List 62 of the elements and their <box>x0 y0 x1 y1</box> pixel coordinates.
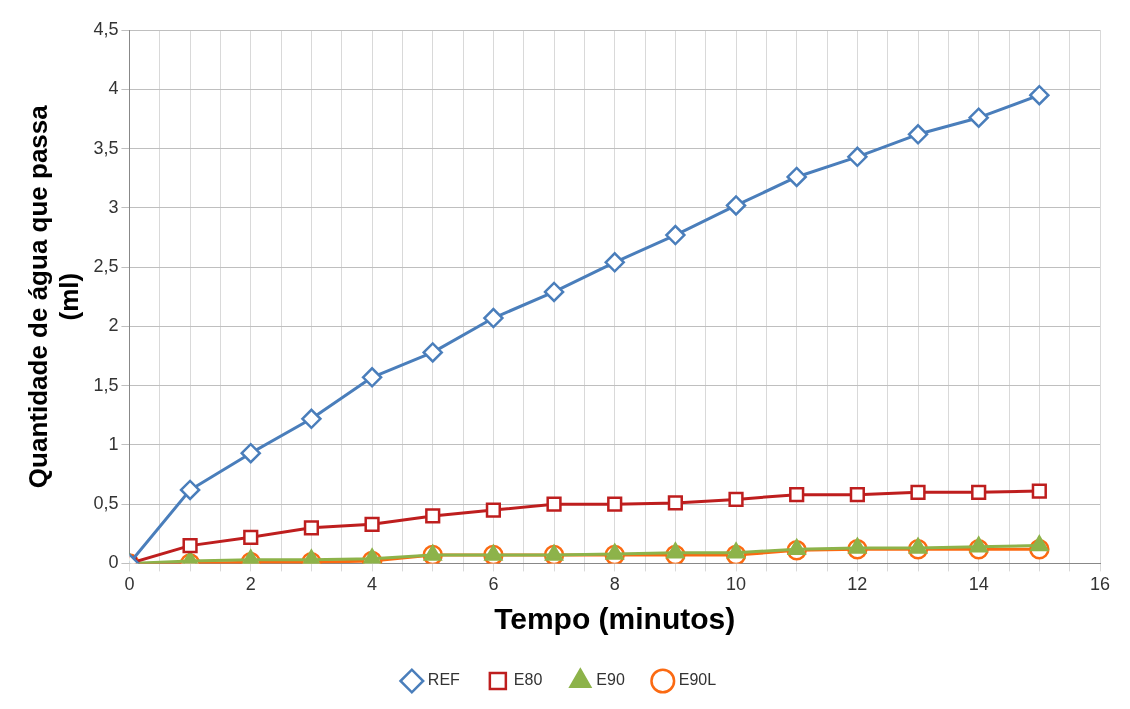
point <box>848 537 867 554</box>
y-tick-label: 2 <box>108 315 119 336</box>
point <box>665 224 686 246</box>
point <box>787 538 806 555</box>
x-tick-label: 6 <box>488 574 499 595</box>
point <box>543 281 565 303</box>
legend-label: E90 <box>596 671 625 689</box>
point <box>301 408 322 430</box>
x-tick-label: 2 <box>245 574 256 595</box>
y-tick-label: 4,5 <box>93 18 119 39</box>
point <box>968 107 989 128</box>
point <box>361 367 383 388</box>
point <box>179 479 201 501</box>
point <box>483 307 504 329</box>
point <box>725 195 747 216</box>
x-tick-label: 8 <box>609 574 620 595</box>
y-tick-label: 0,5 <box>93 493 119 514</box>
point <box>847 146 868 168</box>
point <box>1029 84 1050 106</box>
point <box>667 495 683 511</box>
point <box>485 502 501 518</box>
x-tick-label: 12 <box>847 574 868 595</box>
point <box>303 520 320 536</box>
point <box>789 487 805 503</box>
y-tick-label: 2,5 <box>93 256 119 277</box>
point <box>364 516 380 532</box>
y-axis-title: Quantidade de água que passa (ml) <box>22 104 84 489</box>
point <box>786 166 807 188</box>
y-tick-label: 1 <box>108 433 119 454</box>
point <box>240 442 261 464</box>
point <box>907 124 929 145</box>
legend-label: REF <box>427 671 461 689</box>
point <box>422 342 443 363</box>
y-tick-label: 3,5 <box>93 137 119 158</box>
point <box>425 508 441 524</box>
point <box>726 542 746 559</box>
point <box>849 487 865 503</box>
y-tick-label: 0 <box>108 552 119 573</box>
point <box>969 536 988 553</box>
y-tick-label: 1,5 <box>93 374 119 395</box>
legend-label: E90L <box>678 671 717 689</box>
x-tick-label: 0 <box>124 574 135 595</box>
point <box>546 496 562 512</box>
point <box>1031 483 1047 499</box>
x-tick-label: 14 <box>968 574 989 595</box>
legend-label: E80 <box>513 671 543 689</box>
point <box>182 538 198 554</box>
x-tick-label: 4 <box>367 574 378 595</box>
point <box>243 529 259 545</box>
x-axis-title: Tempo (minutos) <box>494 602 736 636</box>
x-tick-label: 10 <box>726 574 747 595</box>
x-tick-label: 16 <box>1089 574 1111 595</box>
point <box>666 542 685 559</box>
point <box>908 537 928 554</box>
point <box>728 491 744 508</box>
point <box>604 252 625 273</box>
y-tick-label: 3 <box>108 196 119 217</box>
point <box>607 496 623 512</box>
point <box>1030 535 1049 552</box>
point <box>971 484 987 500</box>
point <box>910 484 926 500</box>
y-tick-label: 4 <box>108 78 119 99</box>
